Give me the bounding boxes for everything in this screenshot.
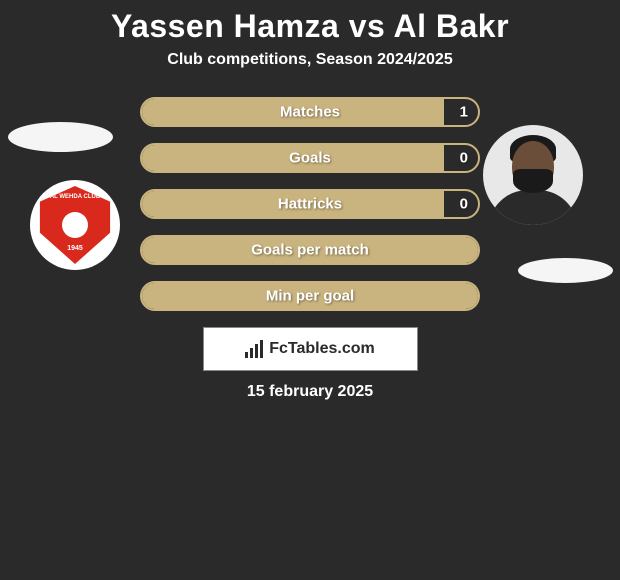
stat-row-hattricks: Hattricks 0 [140,189,480,219]
stat-label: Min per goal [266,288,354,305]
stat-value: 0 [460,150,468,167]
club-badge-ball-icon [62,212,88,238]
stat-row-matches: Matches 1 [140,97,480,127]
player-shoulders [488,190,578,225]
comparison-title: Yassen Hamza vs Al Bakr [0,8,620,45]
stat-value: 1 [460,104,468,121]
logo-text: FcTables.com [269,340,375,358]
stat-row-goals-per-match: Goals per match [140,235,480,265]
club-badge-shield: AL WEHDA CLUB 1945 [36,186,114,264]
club-badge-top-text: AL WEHDA CLUB [36,194,114,200]
left-player-placeholder [8,122,113,152]
left-club-badge: AL WEHDA CLUB 1945 [30,180,120,270]
stat-value: 0 [460,196,468,213]
right-club-placeholder [518,258,613,283]
stat-label: Hattricks [278,196,342,213]
comparison-subtitle: Club competitions, Season 2024/2025 [0,51,620,69]
stat-row-min-per-goal: Min per goal [140,281,480,311]
stat-row-goals: Goals 0 [140,143,480,173]
stat-label: Goals [289,150,331,167]
stat-label: Matches [280,104,340,121]
comparison-date: 15 february 2025 [0,383,620,401]
stat-label: Goals per match [251,242,369,259]
stats-container: Matches 1 Goals 0 Hattricks 0 Goals per match M… [140,97,480,311]
club-badge-year: 1945 [36,245,114,252]
bar-chart-icon [245,340,263,358]
right-player-photo [483,125,583,225]
fctables-logo: FcTables.com [203,327,418,371]
player-beard [513,169,553,193]
